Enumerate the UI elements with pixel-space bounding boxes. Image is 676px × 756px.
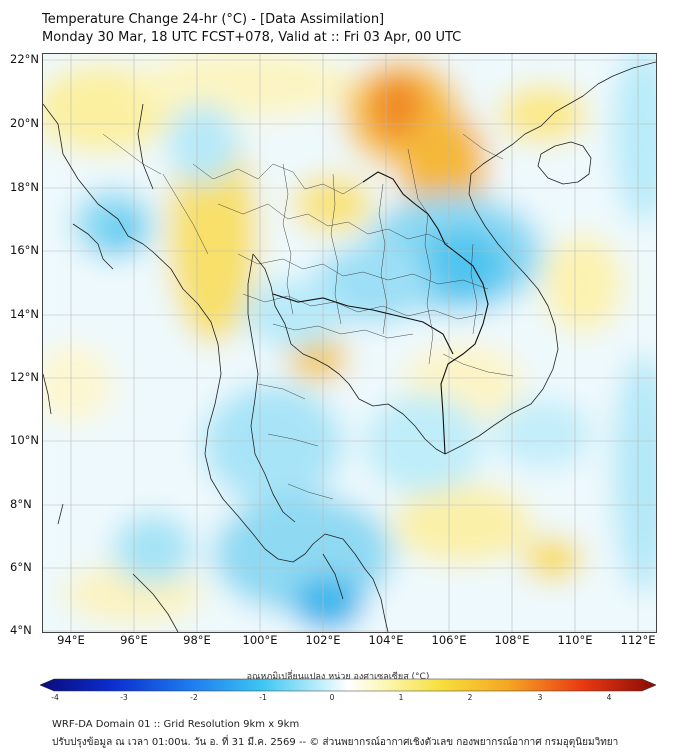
footer-credit: ปรับปรุงข้อมูล ณ เวลา 01:00น. วัน อ. ที่…: [52, 737, 619, 748]
lon-label: 102°E: [305, 633, 341, 647]
lon-label: 108°E: [494, 633, 530, 647]
colorbar-tick: 2: [467, 693, 473, 702]
colorbar-tick: 1: [398, 693, 404, 702]
lat-label: 6°N: [10, 560, 32, 574]
footer-model-info: WRF-DA Domain 01 :: Grid Resolution 9km …: [52, 719, 300, 730]
colorbar-tick: 3: [537, 693, 543, 702]
colorbar-tick: -1: [259, 693, 267, 702]
colorbar: [40, 678, 656, 692]
national-borders: [272, 171, 489, 455]
lat-label: 22°N: [10, 52, 39, 66]
temperature-field: [43, 54, 656, 632]
chart-subtitle: Monday 30 Mar, 18 UTC FCST+078, Valid at…: [42, 30, 462, 45]
lat-label: 16°N: [10, 243, 39, 257]
temperature-map: [43, 54, 656, 632]
lat-label: 10°N: [10, 433, 39, 447]
colorbar-tick: -3: [120, 693, 128, 702]
colorbar-tick: 0: [329, 693, 335, 702]
lon-label: 104°E: [368, 633, 404, 647]
lat-label: 8°N: [10, 497, 32, 511]
lon-label: 100°E: [242, 633, 278, 647]
lon-label: 112°E: [620, 633, 656, 647]
lat-label: 4°N: [10, 623, 32, 637]
colorbar-title: อุณหภูมิเปลี่ยนแปลง หน่วย องศาเซลเซียส (…: [246, 672, 430, 682]
lon-label: 94°E: [57, 633, 85, 647]
lat-label: 14°N: [10, 307, 39, 321]
lon-label: 98°E: [183, 633, 211, 647]
lon-label: 106°E: [431, 633, 467, 647]
lon-label: 110°E: [557, 633, 593, 647]
graticule: [43, 54, 656, 632]
province-boundaries: [102, 133, 514, 500]
lat-label: 20°N: [10, 116, 39, 130]
colorbar-tick: -4: [51, 693, 59, 702]
lon-label: 96°E: [120, 633, 148, 647]
map-panel[interactable]: [42, 53, 657, 633]
coastlines: [43, 61, 656, 632]
colorbar-tick: 4: [606, 693, 612, 702]
colorbar-tick: -2: [190, 693, 198, 702]
lat-label: 12°N: [10, 370, 39, 384]
lat-label: 18°N: [10, 180, 39, 194]
chart-title: Temperature Change 24-hr (°C) - [Data As…: [42, 12, 385, 27]
